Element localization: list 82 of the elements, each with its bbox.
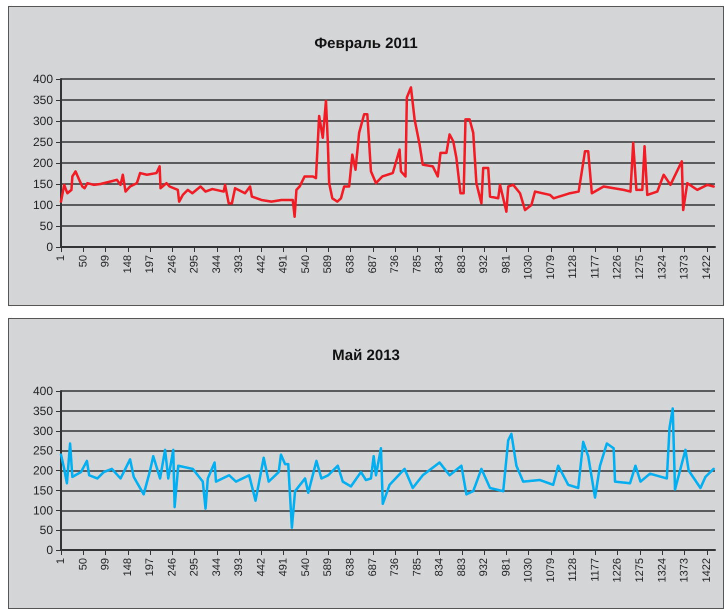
x-tick-label: 1079 [544,255,557,280]
x-tick-label: 442 [255,558,268,576]
x-tick-label: 50 [77,558,90,570]
x-tick-label: 99 [100,558,112,570]
x-tick-label: 1373 [678,255,691,280]
x-tick-label: 687 [366,255,379,274]
y-tick-label: 0 [46,543,54,557]
y-tick-label: 300 [32,114,54,128]
y-tick-label: 0 [46,240,54,254]
x-tick-label: 1373 [678,558,691,582]
line-series [60,407,715,529]
x-tick-label: 883 [456,255,468,274]
x-tick-label: 834 [434,255,446,274]
x-tick-label: 785 [411,255,424,274]
x-tick-label: 491 [278,558,290,576]
x-tick-label: 148 [122,255,134,274]
x-tick-label: 1 [55,558,67,564]
chart-title: Февраль 2011 [314,35,418,52]
x-tick-label: 540 [300,255,312,274]
x-tick-label: 1422 [700,558,713,582]
y-tick-label: 300 [32,424,54,438]
y-tick-label: 100 [32,198,54,212]
y-tick-label: 250 [32,135,54,149]
y-tick-label: 100 [32,503,54,518]
x-tick-label: 1324 [656,255,668,280]
x-tick-label: 491 [278,255,290,274]
x-tick-label: 736 [389,255,402,274]
chart-title: Май 2013 [332,347,400,364]
x-tick-label: 393 [233,558,246,576]
x-tick-label: 1226 [612,558,624,582]
x-tick-label: 883 [456,558,468,576]
x-tick-label: 1275 [634,558,646,582]
y-tick-label: 50 [40,523,54,538]
x-tick-label: 197 [144,558,156,576]
y-tick-label: 350 [32,93,54,107]
y-tick-label: 250 [32,444,54,458]
x-tick-label: 344 [210,255,223,274]
x-tick-label: 50 [77,255,90,268]
y-tick-label: 150 [32,177,54,191]
x-tick-label: 295 [188,558,201,576]
x-tick-label: 1177 [589,255,602,279]
x-tick-label: 638 [344,255,357,274]
line-series [60,86,715,218]
x-tick-label: 834 [434,558,446,576]
x-tick-label: 736 [389,558,402,576]
x-tick-label: 1030 [522,255,535,280]
x-tick-label: 1 [55,255,67,262]
x-tick-label: 1128 [567,558,580,582]
x-tick-label: 246 [166,255,178,274]
x-tick-label: 687 [366,558,379,576]
x-tick-label: 981 [500,558,512,576]
x-tick-label: 785 [411,558,424,576]
x-tick-label: 1128 [567,255,580,279]
y-tick-label: 350 [32,404,54,418]
x-tick-label: 1275 [634,255,646,280]
x-tick-label: 932 [478,558,490,576]
x-tick-label: 638 [344,558,357,576]
x-tick-label: 1422 [700,255,713,280]
x-tick-label: 1030 [522,558,535,582]
x-tick-label: 148 [122,558,134,576]
y-tick-label: 400 [32,72,54,86]
x-tick-label: 589 [322,558,334,576]
y-tick-label: 200 [32,464,54,478]
x-tick-label: 540 [300,558,312,576]
x-tick-label: 981 [500,255,512,274]
x-tick-label: 589 [322,255,334,274]
y-tick-label: 150 [32,483,54,498]
x-tick-label: 1177 [589,558,602,582]
x-tick-label: 1226 [612,255,624,280]
x-tick-label: 393 [233,255,246,274]
x-tick-label: 344 [210,558,223,576]
x-tick-label: 295 [188,255,201,274]
x-tick-label: 442 [255,255,268,274]
x-tick-label: 99 [100,255,112,268]
y-tick-label: 50 [40,219,54,233]
x-tick-label: 932 [478,255,490,274]
x-tick-label: 197 [144,255,156,274]
x-tick-label: 1079 [544,558,557,582]
y-tick-label: 400 [32,384,54,398]
y-tick-label: 200 [32,156,54,170]
x-tick-label: 246 [166,558,178,576]
x-tick-label: 1324 [656,558,668,582]
